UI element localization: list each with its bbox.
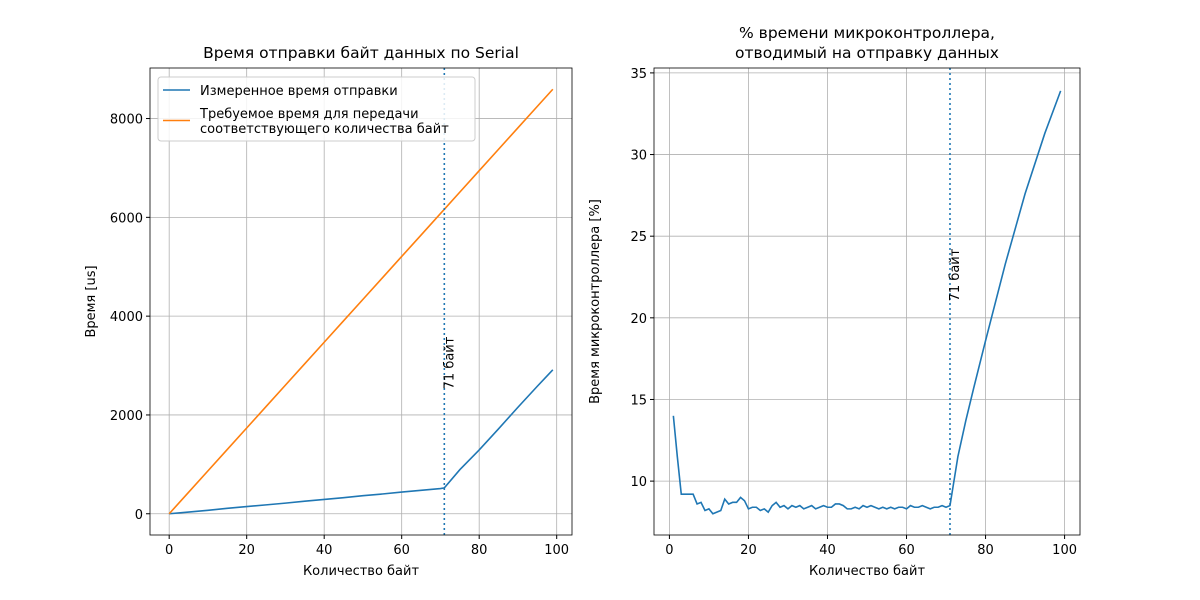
annotation: 71 байт [948, 248, 963, 301]
data-line [672, 90, 1062, 515]
legend-box [157, 76, 476, 142]
plot-frame [653, 67, 1081, 536]
plot-frame [149, 67, 573, 536]
y-tick-label: 25 [630, 230, 647, 245]
x-tick-label: 40 [316, 543, 333, 558]
x-tick-label: 20 [740, 543, 757, 558]
chart-title: % времени микроконтроллера, отводимый на … [735, 24, 999, 62]
x-tick-label: 80 [471, 543, 488, 558]
y-tick-label: 4000 [110, 310, 143, 325]
data-line [168, 88, 554, 515]
x-tick-label: 60 [393, 543, 410, 558]
y-tick-label: 30 [630, 149, 647, 164]
x-tick-label: 80 [977, 543, 994, 558]
x-tick-label: 0 [165, 543, 173, 558]
data-line [169, 369, 554, 515]
x-axis-label: Количество байт [303, 564, 420, 579]
x-tick-label: 60 [898, 543, 915, 558]
y-tick-label: 15 [630, 393, 647, 408]
legend-label: Требуемое время для передачи соответствую… [199, 107, 449, 137]
y-tick-label: 2000 [110, 409, 143, 424]
x-tick-label: 100 [544, 543, 569, 558]
x-tick-label: 40 [819, 543, 836, 558]
x-axis-label: Количество байт [809, 564, 926, 579]
annotation: 71 байт [442, 336, 457, 389]
y-tick-label: 0 [135, 508, 143, 523]
x-tick-label: 20 [238, 543, 255, 558]
y-tick-label: 20 [630, 312, 647, 327]
y-axis-label: Время микроконтроллера [%] [588, 199, 603, 404]
legend-label: Измеренное время отправки [200, 84, 398, 99]
legend: Измеренное время отправки Требуемое время… [157, 76, 476, 142]
x-tick-label: 0 [665, 543, 673, 558]
y-tick-label: 10 [630, 475, 647, 490]
x-tick-label: 100 [1052, 543, 1077, 558]
y-tick-label: 6000 [110, 211, 143, 226]
chart-title: Время отправки байт данных по Serial [203, 44, 519, 62]
y-tick-label: 8000 [110, 113, 143, 128]
y-axis-label: Время [us] [84, 265, 99, 337]
y-tick-label: 35 [630, 67, 647, 82]
